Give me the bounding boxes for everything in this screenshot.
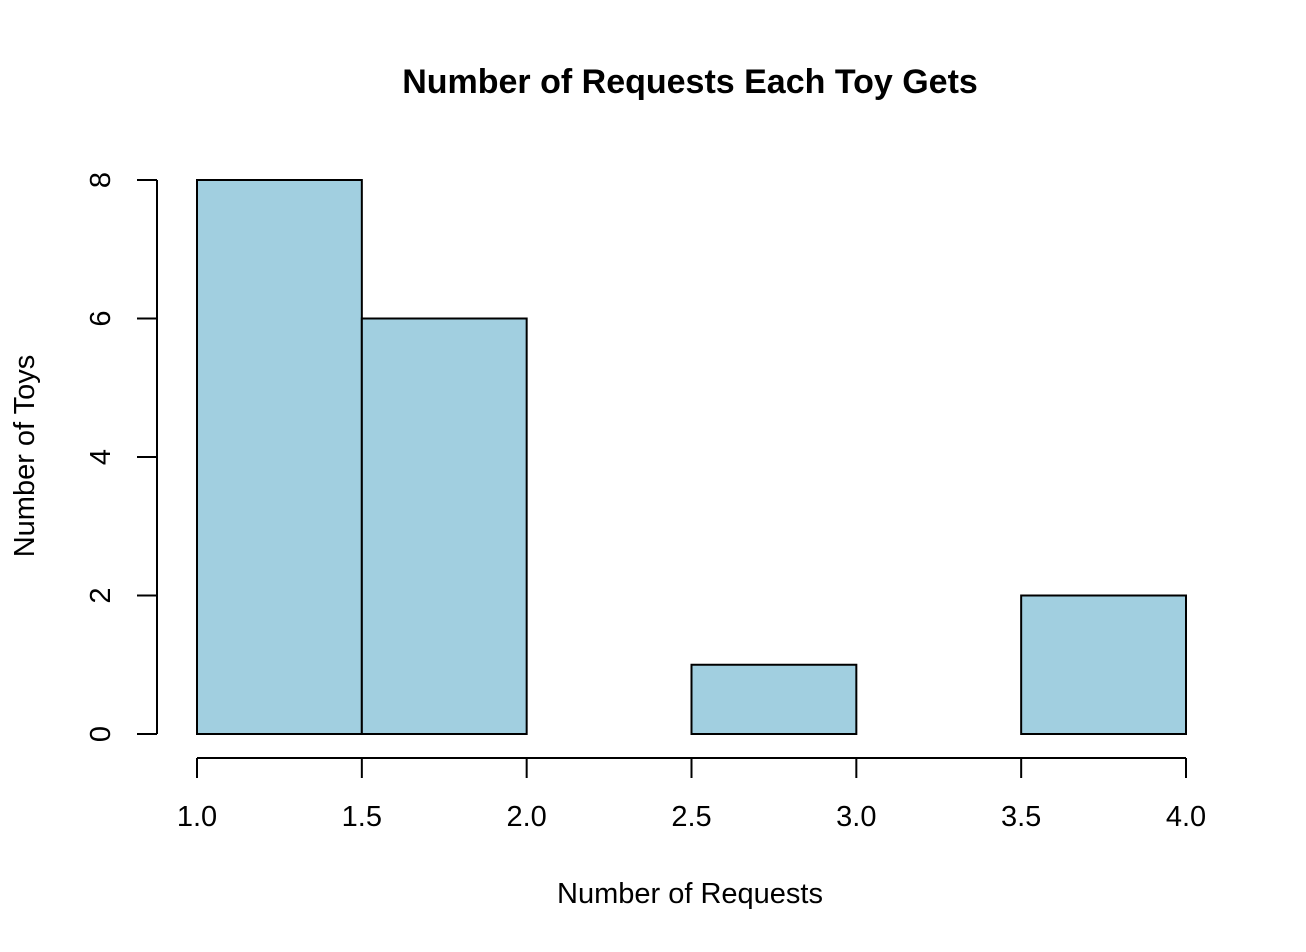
x-axis: 1.0 1.5 2.0 2.5 3.0 3.5 4.0: [177, 757, 1206, 833]
y-tick-label: 4: [85, 449, 117, 465]
chart-title: Number of Requests Each Toy Gets: [402, 63, 978, 101]
y-tick-label: 0: [85, 726, 117, 742]
y-axis-label: Number of Toys: [9, 355, 41, 558]
y-tick-label: 2: [85, 587, 117, 603]
x-tick-label: 2.0: [507, 801, 547, 833]
x-tick-label: 1.5: [342, 801, 382, 833]
x-tick-label: 3.5: [1001, 801, 1041, 833]
histogram-bar: [690, 663, 858, 735]
histogram-bar: [1020, 594, 1188, 735]
x-tick-label: 1.0: [177, 801, 217, 833]
histogram-bar: [360, 317, 528, 735]
x-tick-label: 3.0: [836, 801, 876, 833]
y-tick-label: 6: [85, 310, 117, 326]
bars-group: [196, 179, 1188, 735]
histogram-bar: [196, 179, 363, 735]
y-tick-label: 8: [85, 172, 117, 188]
x-tick-label: 2.5: [671, 801, 711, 833]
y-axis: 0 2 4 6 8: [85, 172, 158, 742]
x-axis-label: Number of Requests: [557, 878, 823, 910]
x-tick-label: 4.0: [1166, 801, 1206, 833]
